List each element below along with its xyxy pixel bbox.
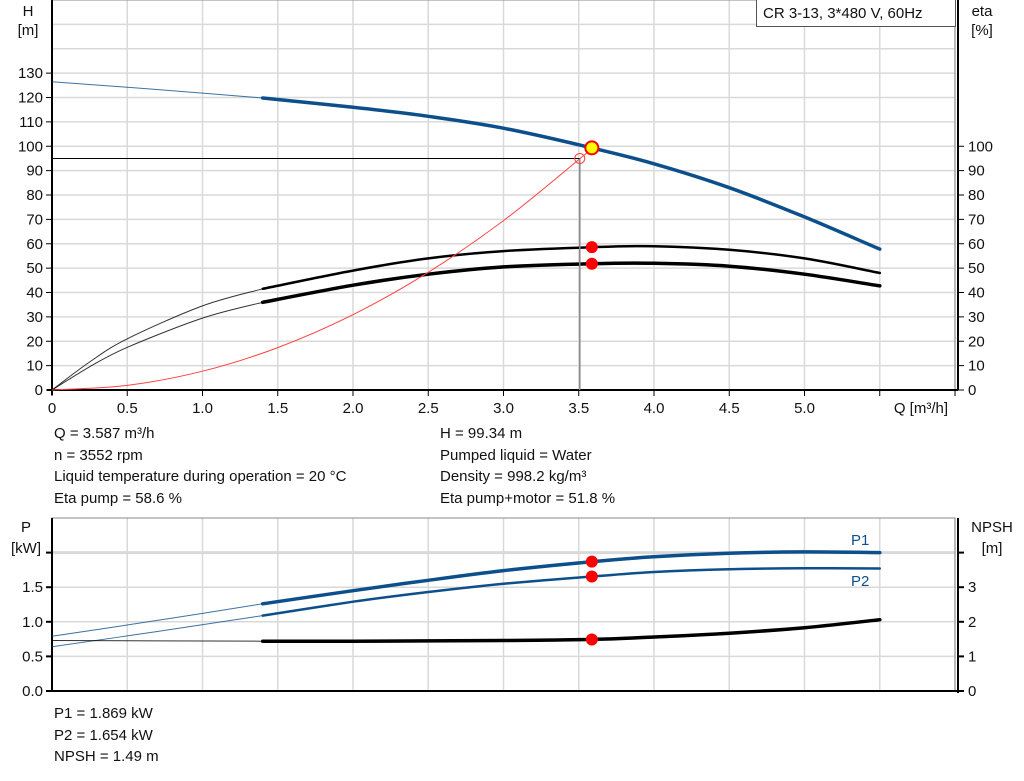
x-tick-label: 5.0	[794, 400, 815, 417]
x-tick-label: 0.5	[117, 400, 138, 417]
markers: P1 P2	[52, 140, 869, 646]
y2-tick-label: 100	[968, 138, 993, 155]
curve-eta-pump-extrapolated	[51, 288, 263, 391]
y-axis-unit: [kW]	[11, 540, 41, 557]
y-tick-label: 40	[26, 285, 43, 302]
y2-tick-label: 40	[968, 285, 985, 302]
x-tick-label: 2.0	[343, 400, 364, 417]
y-axis-label: H	[23, 3, 34, 20]
curve-eta-pump-motor-extrapolated	[51, 301, 263, 391]
x-tick-label: 1.0	[192, 400, 213, 417]
p1-curve-label: P1	[851, 532, 869, 549]
y2-tick-label: 50	[968, 260, 985, 277]
p2-curve-label: P2	[851, 573, 869, 590]
x-tick-label: 3.5	[568, 400, 589, 417]
y2-tick-label: 80	[968, 187, 985, 204]
info-p1: P1 = 1.869 kW	[54, 705, 153, 722]
y-tick-label: 10	[26, 358, 43, 375]
y2-tick-label: 90	[968, 163, 985, 180]
pump-legend-box: CR 3-13, 3*480 V, 60Hz	[756, 0, 956, 27]
y2-axis-label: NPSH	[971, 519, 1013, 536]
y2-axis-label: eta	[972, 3, 994, 20]
y2-tick-label: 30	[968, 309, 985, 326]
curves	[51, 81, 882, 648]
y2-tick-label: 3	[968, 579, 976, 596]
grid	[52, 0, 956, 691]
curve-npsh	[260, 617, 882, 643]
p2-marker	[585, 570, 598, 583]
eta-pump-motor-marker	[585, 257, 598, 270]
curve-head	[260, 96, 882, 251]
axes: 0 0.5 1.0 1.5 2.0 2.5 3.0 3.5 4.0 4.5 5.0 Q [m³/h] 0…	[11, 0, 1013, 700]
y-tick-label: 50	[26, 260, 43, 277]
eta-pump-marker	[585, 241, 598, 254]
info-speed: n = 3552 rpm	[54, 446, 143, 464]
x-tick-label: 1.5	[267, 400, 288, 417]
x-tick-label: 3.0	[493, 400, 514, 417]
info-liquid: Pumped liquid = Water	[440, 446, 592, 464]
y2-tick-label: 0	[968, 683, 976, 700]
info-density: Density = 998.2 kg/m³	[440, 468, 587, 485]
y-tick-label: 0.5	[22, 648, 43, 665]
y2-axis-unit: [m]	[982, 540, 1003, 557]
y-tick-label: 130	[18, 65, 43, 82]
y2-tick-label: 2	[968, 614, 976, 631]
info-eta-pump-motor: Eta pump+motor = 51.8 %	[440, 489, 616, 507]
x-tick-label: 2.5	[418, 400, 439, 417]
duty-point-marker	[584, 140, 600, 156]
y2-axis-unit: [%]	[971, 22, 993, 39]
y2-tick-label: 70	[968, 211, 985, 228]
y-tick-label: 30	[26, 309, 43, 326]
npsh-marker	[585, 633, 598, 646]
y2-tick-label: 0	[968, 382, 976, 399]
y-tick-label: 0.0	[22, 683, 43, 700]
y-tick-label: 80	[26, 187, 43, 204]
x-tick-label: 4.0	[644, 400, 665, 417]
curve-p2-extrapolated	[51, 615, 263, 648]
y-tick-label: 120	[18, 90, 43, 107]
y-tick-label: 0	[35, 382, 43, 399]
curve-p1-extrapolated	[51, 603, 263, 637]
x-axis-label: Q [m³/h]	[894, 400, 948, 417]
info-eta-pump: Eta pump = 58.6 %	[54, 489, 182, 507]
curve-system	[51, 147, 593, 391]
y-tick-label: 100	[18, 138, 43, 155]
info-right: H = 99.34 m Pumped liquid = Water Densit…	[440, 423, 615, 509]
info-head: H = 99.34 m	[440, 425, 523, 442]
info-left: Q = 3.587 m³/h n = 3552 rpm Liquid tempe…	[54, 423, 346, 509]
y-tick-label: 90	[26, 163, 43, 180]
y-tick-label: 110	[19, 114, 43, 131]
x-tick-label: 4.5	[719, 400, 740, 417]
info-temperature: Liquid temperature during operation = 20…	[54, 468, 347, 485]
info-power: P1 = 1.869 kW P2 = 1.654 kW NPSH = 1.49 …	[54, 703, 159, 768]
y2-tick-label: 20	[968, 333, 985, 350]
y-tick-label: 70	[26, 211, 43, 228]
curve-head-extrapolated	[51, 81, 263, 99]
y2-tick-label: 10	[968, 358, 985, 375]
y2-tick-label: 1	[968, 648, 976, 665]
p1-marker	[585, 555, 598, 568]
info-flow: Q = 3.587 m³/h	[54, 425, 155, 442]
curve-npsh-extrapolated	[51, 640, 263, 642]
y-tick-label: 60	[26, 236, 43, 253]
x-tick-label: 0	[48, 400, 56, 417]
y-tick-label: 20	[26, 333, 43, 350]
y-axis-label: P	[21, 519, 31, 536]
requested-point-marker	[574, 152, 586, 164]
info-npsh: NPSH = 1.49 m	[54, 748, 159, 765]
y-axis-unit: [m]	[18, 22, 39, 39]
y2-tick-label: 60	[968, 236, 985, 253]
y-tick-label: 1.0	[22, 614, 43, 631]
info-p2: P2 = 1.654 kW	[54, 726, 153, 744]
y-tick-label: 1.5	[22, 579, 43, 596]
